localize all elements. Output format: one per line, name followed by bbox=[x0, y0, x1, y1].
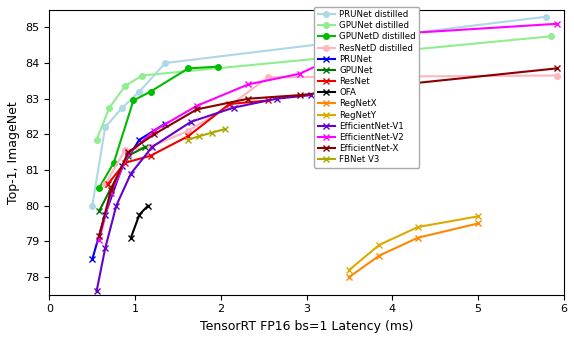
GPUNetD distilled bbox=[96, 186, 103, 190]
Y-axis label: Top-1, ImageNet: Top-1, ImageNet bbox=[7, 101, 20, 204]
PRUNet distilled bbox=[543, 15, 550, 19]
Line: ResNetD distilled: ResNetD distilled bbox=[102, 73, 560, 187]
GPUNet bbox=[125, 154, 132, 158]
RegNetX bbox=[346, 275, 353, 279]
ResNet bbox=[185, 134, 192, 138]
EfficientNet-V2 bbox=[96, 237, 103, 241]
OFA bbox=[145, 204, 152, 208]
EfficientNet-V1 bbox=[102, 246, 108, 251]
EfficientNet-V1 bbox=[113, 204, 120, 208]
EfficientNet-V1 bbox=[127, 171, 134, 175]
ResNetD distilled bbox=[147, 145, 154, 149]
ResNetD distilled bbox=[102, 182, 108, 186]
EfficientNet-V1 bbox=[307, 93, 314, 97]
EfficientNet-X bbox=[96, 234, 103, 238]
GPUNet distilled bbox=[138, 73, 145, 78]
EfficientNet-V2 bbox=[382, 33, 389, 37]
PRUNet distilled bbox=[102, 125, 108, 129]
Line: EfficientNet-V2: EfficientNet-V2 bbox=[96, 20, 560, 243]
PRUNet bbox=[136, 138, 143, 142]
EfficientNet-V2 bbox=[108, 191, 115, 195]
Line: EfficientNet-X: EfficientNet-X bbox=[96, 65, 560, 239]
Line: OFA: OFA bbox=[127, 202, 152, 241]
EfficientNet-V1 bbox=[273, 97, 280, 101]
PRUNet bbox=[119, 165, 126, 169]
RegNetX bbox=[376, 254, 383, 258]
EfficientNet-V2 bbox=[553, 22, 560, 26]
GPUNet bbox=[108, 186, 115, 190]
PRUNet bbox=[102, 212, 108, 217]
FBNet V3 bbox=[209, 131, 216, 135]
EfficientNet-X bbox=[125, 150, 132, 154]
Line: RegNetX: RegNetX bbox=[346, 220, 482, 280]
EfficientNet-V1 bbox=[93, 289, 100, 293]
Line: EfficientNet-V1: EfficientNet-V1 bbox=[93, 92, 315, 295]
GPUNet bbox=[96, 209, 103, 213]
GPUNet distilled bbox=[122, 84, 129, 88]
ResNetD distilled bbox=[553, 73, 560, 78]
EfficientNet-X bbox=[108, 188, 115, 192]
EfficientNet-V2 bbox=[245, 82, 251, 86]
Line: ResNet: ResNet bbox=[104, 97, 272, 188]
OFA bbox=[127, 236, 134, 240]
EfficientNet-V2 bbox=[125, 152, 132, 156]
RegNetY bbox=[346, 268, 353, 272]
PRUNet distilled bbox=[89, 204, 96, 208]
EfficientNet-X bbox=[193, 107, 200, 112]
Line: FBNet V3: FBNet V3 bbox=[185, 125, 228, 143]
X-axis label: TensorRT FP16 bs=1 Latency (ms): TensorRT FP16 bs=1 Latency (ms) bbox=[200, 320, 413, 333]
FBNet V3 bbox=[185, 138, 192, 142]
ResNetD distilled bbox=[226, 104, 233, 108]
Line: PRUNet distilled: PRUNet distilled bbox=[90, 14, 549, 208]
RegNetY bbox=[414, 225, 421, 229]
ResNetD distilled bbox=[265, 75, 272, 79]
GPUNetD distilled bbox=[215, 65, 222, 69]
ResNetD distilled bbox=[122, 148, 129, 152]
ResNet bbox=[226, 102, 233, 106]
EfficientNet-X bbox=[296, 93, 303, 97]
RegNetX bbox=[475, 221, 482, 225]
RegNetX bbox=[414, 236, 421, 240]
ResNet bbox=[122, 161, 129, 165]
Line: GPUNetD distilled: GPUNetD distilled bbox=[96, 64, 221, 191]
EfficientNet-V2 bbox=[296, 72, 303, 76]
PRUNet distilled bbox=[136, 89, 143, 94]
OFA bbox=[136, 212, 143, 217]
EfficientNet-V1 bbox=[149, 145, 156, 149]
EfficientNet-X bbox=[553, 66, 560, 70]
PRUNet distilled bbox=[162, 61, 169, 65]
GPUNet distilled bbox=[93, 138, 100, 142]
Line: GPUNet distilled: GPUNet distilled bbox=[94, 34, 553, 142]
Line: GPUNet: GPUNet bbox=[96, 143, 149, 215]
ResNet bbox=[147, 154, 154, 158]
GPUNet distilled bbox=[547, 34, 554, 38]
Legend: PRUNet distilled, GPUNet distilled, GPUNetD distilled, ResNetD distilled, PRUNet: PRUNet distilled, GPUNet distilled, GPUN… bbox=[314, 7, 419, 168]
FBNet V3 bbox=[222, 127, 228, 131]
EfficientNet-V2 bbox=[150, 129, 157, 133]
GPUNetD distilled bbox=[110, 161, 117, 165]
RegNetY bbox=[475, 214, 482, 218]
GPUNet bbox=[142, 145, 149, 149]
RegNetY bbox=[376, 243, 383, 247]
PRUNet bbox=[162, 122, 169, 126]
GPUNetD distilled bbox=[130, 99, 137, 103]
EfficientNet-V1 bbox=[187, 120, 194, 124]
ResNet bbox=[265, 99, 272, 103]
EfficientNet-V1 bbox=[230, 105, 237, 109]
ResNetD distilled bbox=[185, 129, 192, 133]
Line: PRUNet: PRUNet bbox=[89, 120, 169, 262]
EfficientNet-X bbox=[150, 132, 157, 136]
PRUNet distilled bbox=[119, 105, 126, 109]
PRUNet bbox=[89, 257, 96, 261]
GPUNetD distilled bbox=[147, 89, 154, 94]
ResNet bbox=[104, 182, 111, 186]
GPUNet distilled bbox=[106, 105, 113, 109]
EfficientNet-V2 bbox=[193, 104, 200, 108]
GPUNetD distilled bbox=[185, 66, 192, 70]
FBNet V3 bbox=[196, 134, 203, 138]
Line: RegNetY: RegNetY bbox=[346, 213, 482, 273]
EfficientNet-X bbox=[245, 97, 251, 101]
